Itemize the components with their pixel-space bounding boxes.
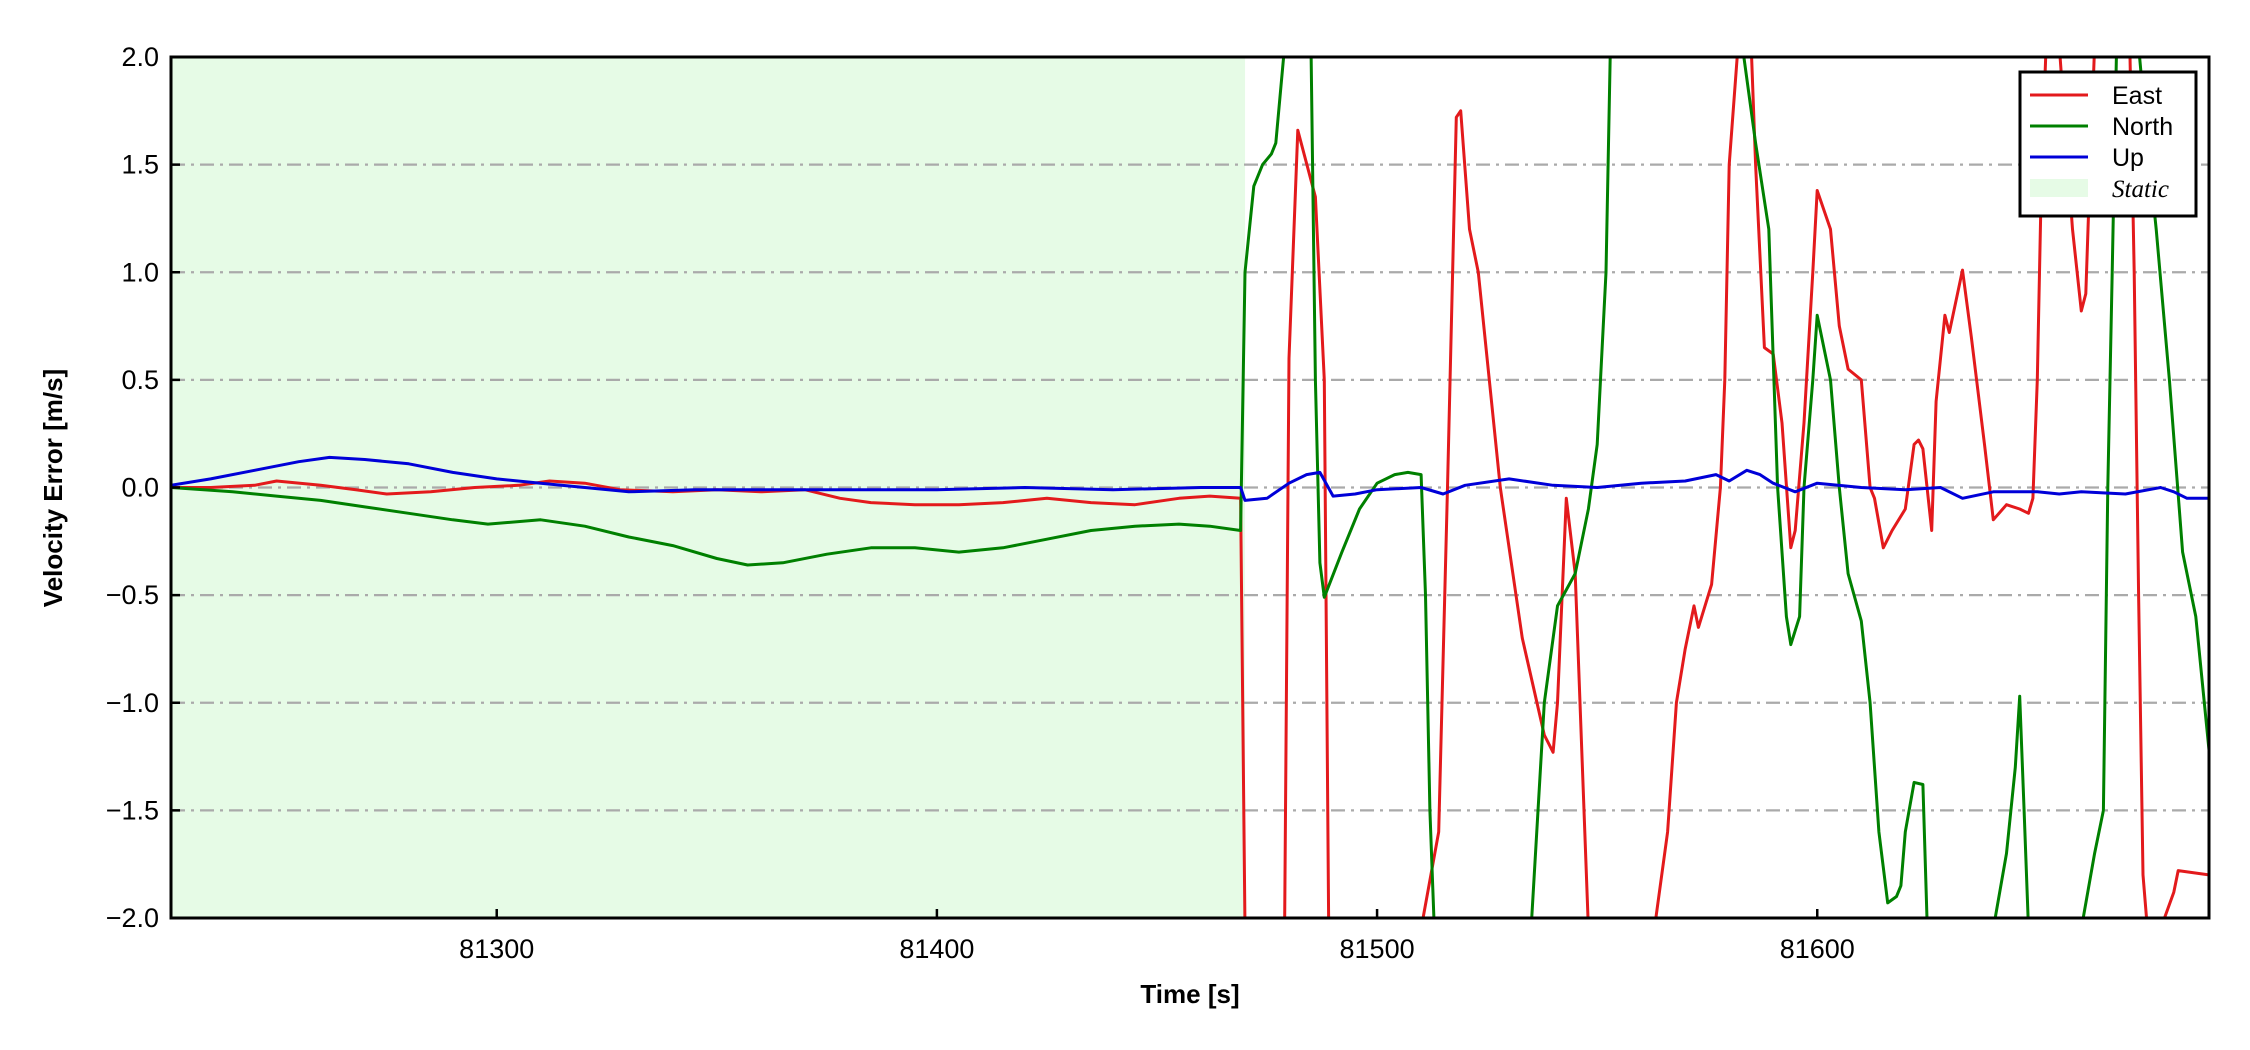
series-lines: [171, 57, 2209, 918]
y-tick-label: 0.5: [121, 365, 159, 395]
series-line-east: [171, 57, 2209, 918]
y-tick-label: 1.5: [121, 150, 159, 180]
y-tick-label: −1.5: [106, 795, 159, 825]
legend-north-label: North: [2112, 113, 2173, 141]
series-line-north: [171, 57, 2209, 918]
y-axis-label: Velocity Error [m/s]: [38, 369, 68, 607]
x-axis: 81300 81400 81500 81600: [459, 909, 1855, 964]
legend-east-label: East: [2112, 82, 2162, 110]
legend-up-label: Up: [2112, 144, 2144, 172]
y-tick-label: 0.0: [121, 473, 159, 503]
x-axis-label: Time [s]: [1140, 979, 1239, 1009]
y-tick-label: 2.0: [121, 42, 159, 72]
series-line-up: [171, 455, 2209, 502]
legend: East North Up Static: [2018, 70, 2198, 218]
y-tick-label: −2.0: [106, 903, 159, 933]
y-axis: −2.0 −1.5 −1.0 −0.5 0.0 0.5 1.0 1.5 2.0: [106, 42, 180, 933]
legend-static-label: Static: [2112, 176, 2169, 203]
y-tick-label: 1.0: [121, 257, 159, 287]
x-tick-label: 81400: [899, 934, 974, 964]
legend-static-swatch: [2030, 179, 2088, 197]
y-tick-label: −0.5: [106, 580, 159, 610]
x-tick-label: 81500: [1340, 934, 1415, 964]
x-tick-label: 81600: [1780, 934, 1855, 964]
x-tick-label: 81300: [459, 934, 534, 964]
y-tick-label: −1.0: [106, 688, 159, 718]
